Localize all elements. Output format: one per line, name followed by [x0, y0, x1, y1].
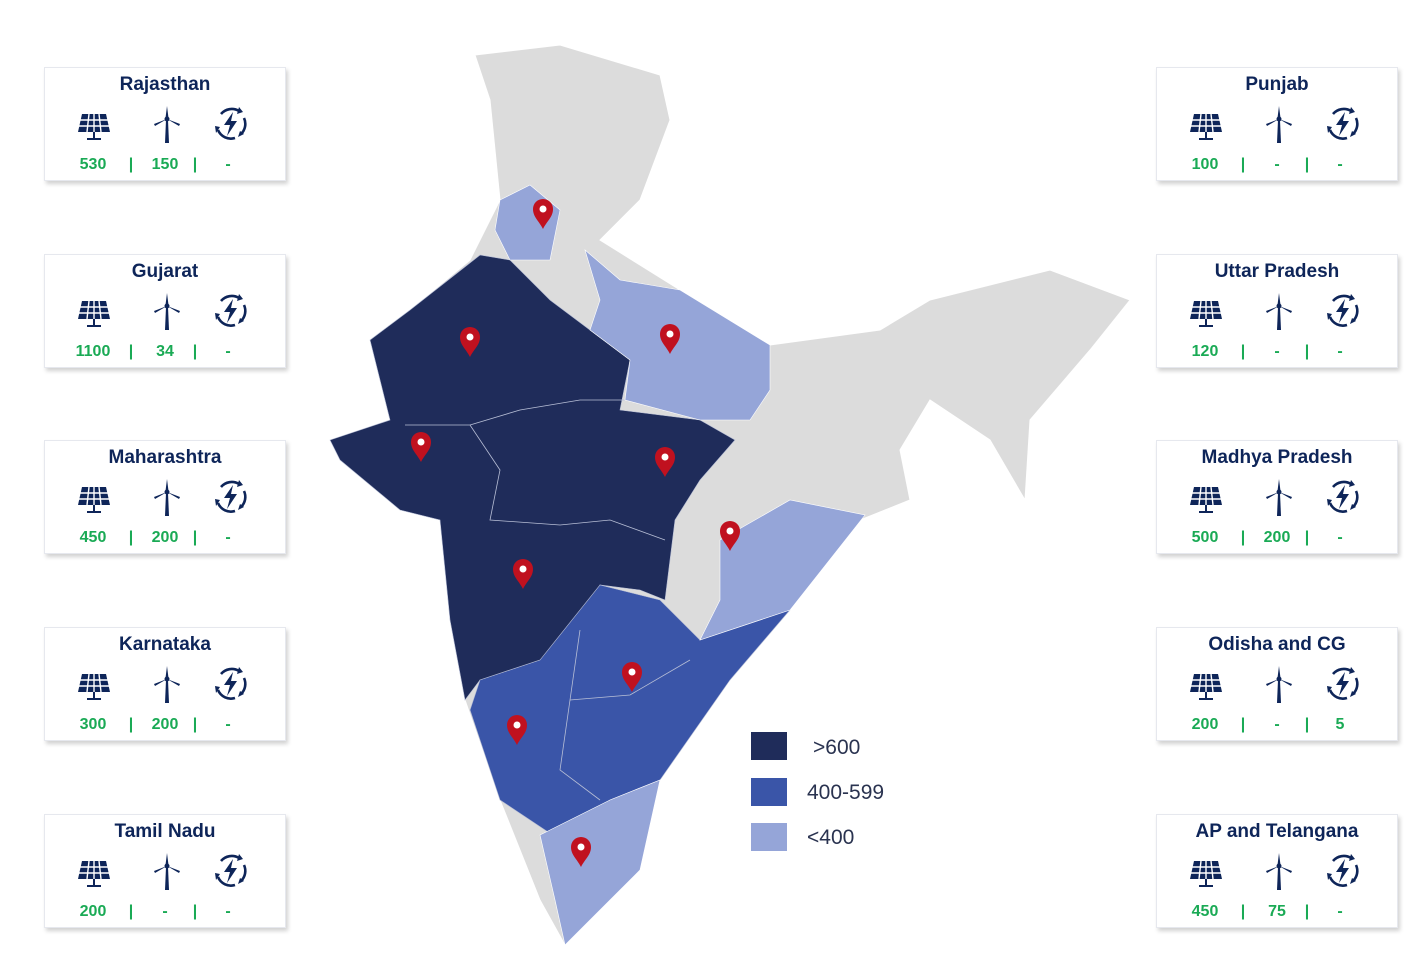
wind-value: 75 — [1268, 903, 1286, 920]
solar-value: 200 — [79, 903, 107, 920]
legend-label-mid: 400-599 — [807, 781, 885, 804]
location-pin-icon — [660, 324, 680, 354]
separator: | — [1240, 716, 1246, 733]
location-pin-icon — [507, 715, 527, 745]
border-line — [469, 399, 630, 426]
hybrid-value: - — [225, 716, 231, 733]
separator: | — [1240, 156, 1246, 173]
state-name: Madhya Pradesh — [1201, 447, 1353, 468]
hybrid-value: - — [225, 343, 231, 360]
location-pin-icon — [571, 837, 591, 867]
region-mid — [469, 584, 791, 841]
state-name: Maharashtra — [108, 447, 222, 468]
state-name: Gujarat — [131, 261, 199, 282]
state-card: Maharashtra 450 | 200 | - — [44, 440, 286, 554]
separator: | — [1304, 343, 1310, 360]
separator: | — [192, 716, 198, 733]
solar-value: 100 — [1191, 156, 1219, 173]
legend-label-low: <400 — [807, 826, 855, 849]
hybrid-value: - — [225, 529, 231, 546]
separator: | — [128, 343, 134, 360]
location-pin-icon — [460, 327, 480, 357]
state-name: Punjab — [1245, 74, 1309, 95]
location-pin-icon — [655, 447, 675, 477]
separator: | — [128, 529, 134, 546]
wind-value: 150 — [151, 156, 179, 173]
legend-swatch-low — [751, 823, 787, 851]
separator: | — [192, 156, 198, 173]
separator: | — [128, 716, 134, 733]
hybrid-value: - — [1337, 529, 1343, 546]
separator: | — [1304, 529, 1310, 546]
state-name: Odisha and CG — [1208, 634, 1346, 655]
solar-value: 500 — [1191, 529, 1219, 546]
state-card: Punjab 100 | - | - — [1156, 67, 1398, 181]
separator: | — [128, 156, 134, 173]
wind-value: 34 — [156, 343, 174, 360]
separator: | — [1240, 343, 1246, 360]
solar-value: 300 — [79, 716, 107, 733]
separator: | — [128, 903, 134, 920]
location-pin-icon — [720, 521, 740, 551]
solar-value: 450 — [1191, 903, 1219, 920]
state-card: Gujarat 1100 | 34 | - — [44, 254, 286, 368]
separator: | — [192, 903, 198, 920]
separator: | — [1240, 529, 1246, 546]
hybrid-value: - — [1337, 903, 1343, 920]
separator: | — [1304, 903, 1310, 920]
wind-value: - — [162, 903, 168, 920]
state-card: AP and Telangana 450 | 75 | - — [1156, 814, 1398, 928]
separator: | — [1304, 716, 1310, 733]
state-name: Rajasthan — [119, 74, 211, 95]
wind-value: - — [1274, 716, 1280, 733]
region-high — [329, 254, 736, 701]
legend-swatch-high — [751, 732, 787, 760]
legend-label-high: >600 — [813, 736, 861, 759]
hybrid-value: - — [1337, 156, 1343, 173]
separator: | — [192, 343, 198, 360]
location-pin-icon — [513, 559, 533, 589]
wind-value: - — [1274, 343, 1280, 360]
wind-value: - — [1274, 156, 1280, 173]
separator: | — [192, 529, 198, 546]
hybrid-value: - — [225, 156, 231, 173]
state-card: Madhya Pradesh 500 | 200 | - — [1156, 440, 1398, 554]
solar-value: 200 — [1191, 716, 1219, 733]
hybrid-value: - — [1337, 343, 1343, 360]
location-pin-icon — [622, 662, 642, 692]
state-card: Rajasthan 530 | 150 | - — [44, 67, 286, 181]
state-name: Karnataka — [119, 634, 211, 655]
state-card: Tamil Nadu 200 | - | - — [44, 814, 286, 928]
solar-value: 120 — [1191, 343, 1219, 360]
separator: | — [1304, 156, 1310, 173]
hybrid-value: 5 — [1335, 716, 1345, 733]
legend-swatch-mid — [751, 778, 787, 806]
hybrid-value: - — [225, 903, 231, 920]
wind-value: 200 — [151, 716, 179, 733]
separator: | — [1240, 903, 1246, 920]
border-line — [559, 629, 601, 801]
solar-value: 530 — [79, 156, 107, 173]
state-name: Uttar Pradesh — [1214, 261, 1340, 282]
border-line — [569, 659, 691, 701]
solar-value: 450 — [79, 529, 107, 546]
location-pin-icon — [533, 199, 553, 229]
state-card: Odisha and CG 200 | - | 5 — [1156, 627, 1398, 741]
state-card: Karnataka 300 | 200 | - — [44, 627, 286, 741]
region-low — [539, 779, 661, 946]
solar-value: 1100 — [75, 343, 111, 360]
state-name: AP and Telangana — [1195, 821, 1359, 842]
region-low — [699, 499, 866, 641]
wind-value: 200 — [1263, 529, 1291, 546]
state-name: Tamil Nadu — [114, 821, 216, 842]
wind-value: 200 — [151, 529, 179, 546]
state-card: Uttar Pradesh 120 | - | - — [1156, 254, 1398, 368]
location-pin-icon — [411, 432, 431, 462]
